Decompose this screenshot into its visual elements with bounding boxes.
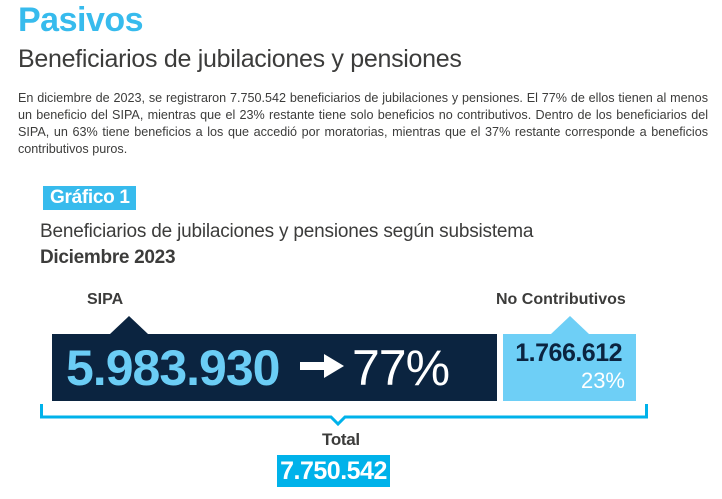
right-arrow-icon: [300, 354, 344, 378]
sipa-bar: 5.983.930 77%: [52, 316, 497, 401]
sipa-value: 5.983.930: [66, 340, 280, 396]
chart-title: Beneficiarios de jubilaciones y pensione…: [40, 221, 534, 242]
sipa-percentage: 77%: [352, 340, 450, 396]
no-contributivos-percentage: 23%: [580, 368, 625, 393]
no-contributivos-label: No Contributivos: [496, 291, 626, 308]
total-label: Total: [322, 430, 360, 449]
intro-paragraph: En diciembre de 2023, se registraron 7.7…: [18, 91, 708, 156]
total-value: 7.750.542: [277, 455, 390, 487]
total-bracket: [40, 404, 648, 426]
no-contributivos-bar: 1.766.612 23%: [503, 316, 636, 401]
chart-period: Diciembre 2023: [40, 247, 176, 268]
chart-number-badge: Gráfico 1: [43, 186, 136, 210]
page-subtitle: Beneficiarios de jubilaciones y pensione…: [18, 45, 462, 73]
page-title: Pasivos: [18, 1, 144, 39]
sipa-label: SIPA: [87, 291, 124, 308]
no-contributivos-value: 1.766.612: [515, 339, 622, 367]
